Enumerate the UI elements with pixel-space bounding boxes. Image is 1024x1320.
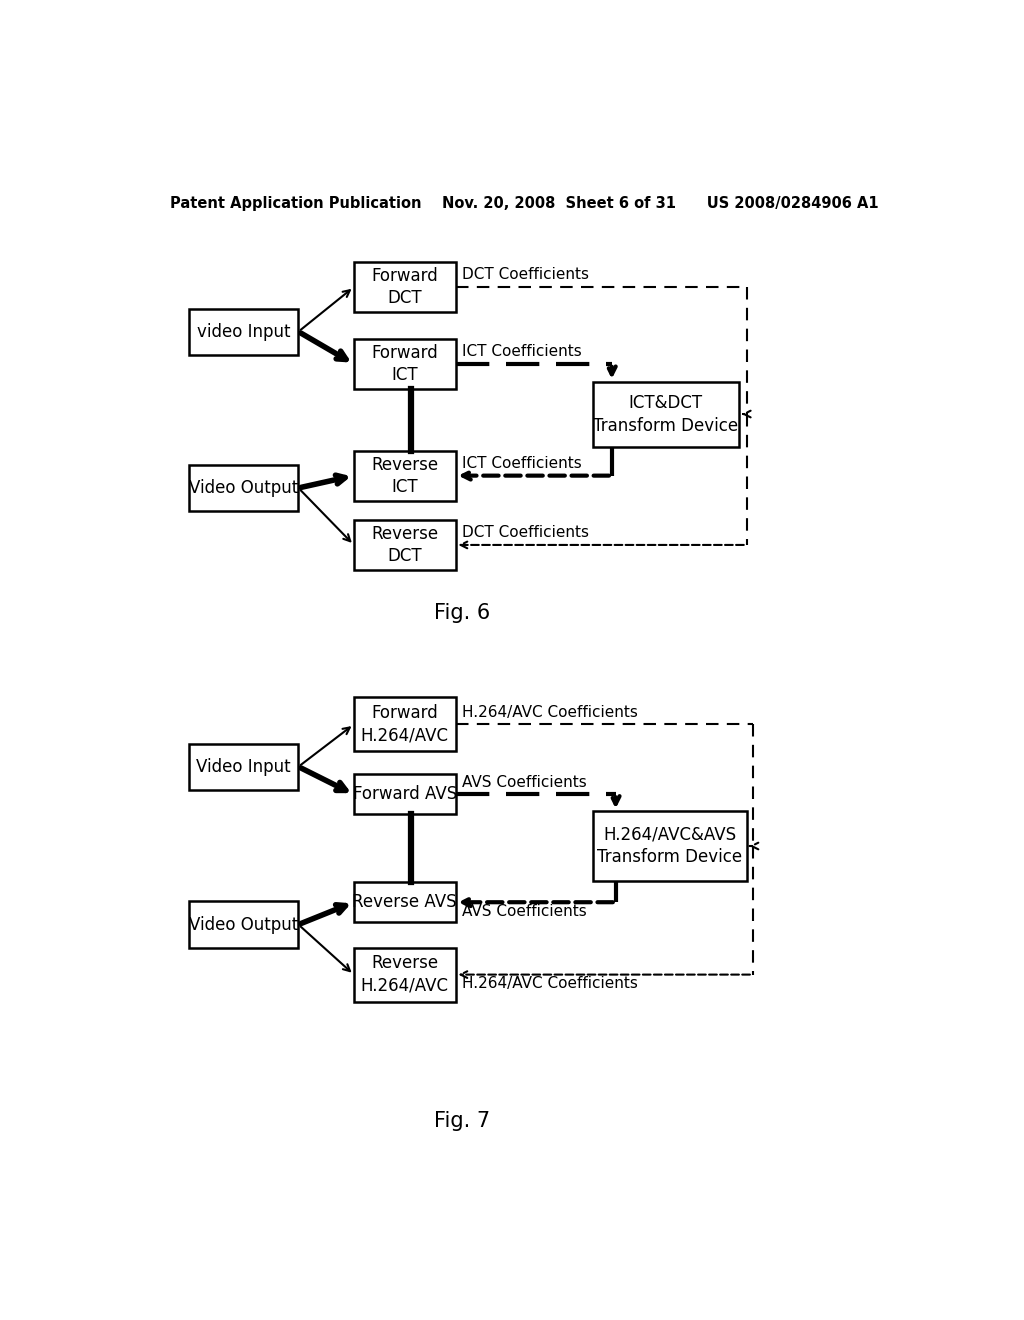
Text: Reverse AVS: Reverse AVS xyxy=(352,894,457,911)
Text: AVS Coefficients: AVS Coefficients xyxy=(462,904,587,919)
Text: Video Input: Video Input xyxy=(197,758,291,776)
Text: ICT Coefficients: ICT Coefficients xyxy=(462,455,582,471)
Bar xyxy=(189,309,298,355)
Bar xyxy=(354,263,456,313)
Bar xyxy=(189,465,298,511)
Text: Video Output: Video Output xyxy=(189,916,298,933)
Text: H.264/AVC Coefficients: H.264/AVC Coefficients xyxy=(462,977,638,991)
Bar xyxy=(354,775,456,814)
Bar xyxy=(354,697,456,751)
Text: Fig. 7: Fig. 7 xyxy=(433,1111,489,1131)
Bar xyxy=(354,339,456,389)
Text: Reverse
DCT: Reverse DCT xyxy=(371,525,438,565)
Text: Forward AVS: Forward AVS xyxy=(352,785,457,804)
Text: H.264/AVC Coefficients: H.264/AVC Coefficients xyxy=(462,705,638,719)
Bar xyxy=(593,381,739,447)
Text: Fig. 6: Fig. 6 xyxy=(433,603,489,623)
Text: AVS Coefficients: AVS Coefficients xyxy=(462,775,587,789)
Bar xyxy=(354,520,456,570)
Bar xyxy=(189,902,298,948)
Text: ICT Coefficients: ICT Coefficients xyxy=(462,345,582,359)
Text: Video Output: Video Output xyxy=(189,479,298,496)
Bar xyxy=(189,743,298,789)
Text: Forward
DCT: Forward DCT xyxy=(372,267,438,308)
Text: Reverse
ICT: Reverse ICT xyxy=(371,455,438,496)
Text: ICT&DCT
Transform Device: ICT&DCT Transform Device xyxy=(593,395,738,434)
Text: Forward
H.264/AVC: Forward H.264/AVC xyxy=(360,705,449,744)
Text: Patent Application Publication    Nov. 20, 2008  Sheet 6 of 31      US 2008/0284: Patent Application Publication Nov. 20, … xyxy=(170,195,880,211)
Text: DCT Coefficients: DCT Coefficients xyxy=(462,525,589,540)
Bar xyxy=(354,948,456,1002)
Bar xyxy=(354,882,456,923)
Text: video Input: video Input xyxy=(197,322,291,341)
Text: H.264/AVC&AVS
Transform Device: H.264/AVC&AVS Transform Device xyxy=(597,826,742,866)
Bar xyxy=(354,451,456,502)
Text: Reverse
H.264/AVC: Reverse H.264/AVC xyxy=(360,954,449,995)
Bar xyxy=(593,812,746,880)
Text: DCT Coefficients: DCT Coefficients xyxy=(462,268,589,282)
Text: Forward
ICT: Forward ICT xyxy=(372,345,438,384)
